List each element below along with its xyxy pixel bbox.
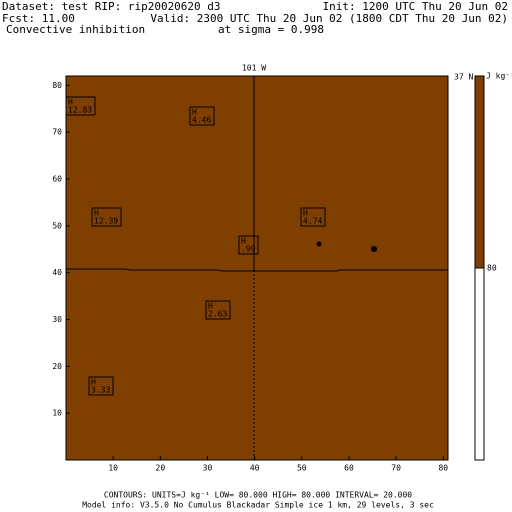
y-tick-label: 40 xyxy=(52,268,62,277)
x-tick-label: 30 xyxy=(203,464,213,473)
level: at sigma = 0.998 xyxy=(218,23,324,36)
valid: Valid: 2300 UTC Thu 20 Jun 02 (1800 CDT … xyxy=(150,12,508,25)
high-value: 3.33 xyxy=(91,386,110,395)
x-tick-label: 20 xyxy=(156,464,166,473)
dataset: Dataset: test RIP: rip20020620 d3 xyxy=(2,0,221,13)
station xyxy=(371,246,377,252)
x-tick-label: 40 xyxy=(250,464,260,473)
high-label: H xyxy=(94,209,99,218)
high-label: H xyxy=(192,108,197,117)
colorbar-units: J kg⁻¹ xyxy=(486,72,512,81)
high-box xyxy=(88,376,114,396)
high-value: 12.39 xyxy=(94,217,118,226)
x-tick-label: 80 xyxy=(438,464,448,473)
y-tick-label: 60 xyxy=(52,175,62,184)
x-tick-label: 10 xyxy=(108,464,118,473)
y-tick-label: 20 xyxy=(52,362,62,371)
x-tick-label: 70 xyxy=(391,464,401,473)
x-tick-label: 60 xyxy=(344,464,354,473)
high-box xyxy=(238,235,259,255)
high-value: 4.46 xyxy=(192,116,211,125)
high-box xyxy=(300,207,326,227)
high-box xyxy=(65,96,96,116)
high-label: H xyxy=(241,237,246,246)
top-label: 101 W xyxy=(242,64,266,73)
field: Convective inhibition xyxy=(6,23,145,36)
high-box xyxy=(189,106,215,126)
high-label: H xyxy=(208,302,213,311)
station xyxy=(316,241,322,247)
high-label: H xyxy=(91,378,96,387)
right-label: 37 N xyxy=(454,73,473,82)
high-value: 12.83 xyxy=(68,106,92,115)
footer-contours: CONTOURS: UNITS=J kg⁻¹ LOW= 80.000 HIGH=… xyxy=(104,491,412,500)
colorbar-empty xyxy=(474,267,485,461)
colorbar-fill xyxy=(474,75,485,269)
high-value: 2.63 xyxy=(208,310,227,319)
contour xyxy=(66,268,448,272)
y-tick-label: 30 xyxy=(52,315,62,324)
y-tick-label: 70 xyxy=(52,128,62,137)
high-value: .99 xyxy=(241,245,256,254)
init: Init: 1200 UTC Thu 20 Jun 02 xyxy=(323,0,508,13)
high-box xyxy=(91,207,122,227)
x-tick-label: 50 xyxy=(297,464,307,473)
map-area xyxy=(65,75,449,461)
y-tick-label: 10 xyxy=(52,409,62,418)
high-label: H xyxy=(68,98,73,107)
footer-model: Model info: V3.5.0 No Cumulus Blackadar … xyxy=(82,501,434,510)
high-value: 4.74 xyxy=(303,217,322,226)
fcst: Fcst: 11.00 xyxy=(2,12,75,25)
high-box xyxy=(205,300,231,320)
y-tick-label: 50 xyxy=(52,221,62,230)
y-tick-label: 80 xyxy=(52,81,62,90)
high-label: H xyxy=(303,209,308,218)
colorbar-level: 80 xyxy=(487,264,497,273)
